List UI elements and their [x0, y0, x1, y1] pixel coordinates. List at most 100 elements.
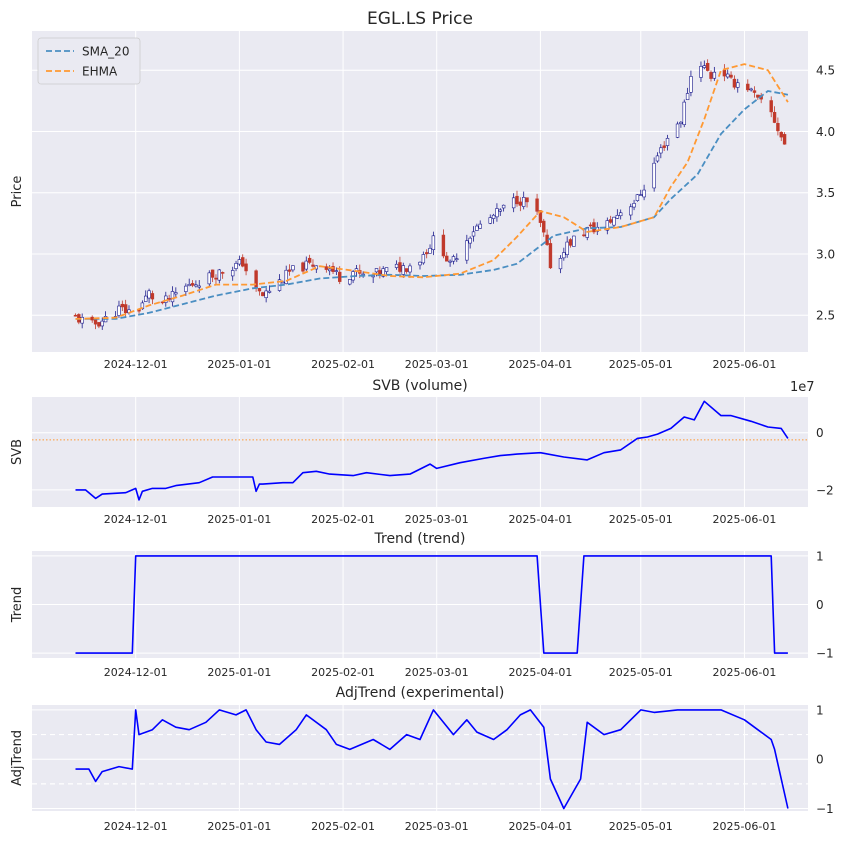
candle-up	[726, 73, 730, 78]
candle-down	[729, 74, 733, 78]
x-tick-label: 2024-12-01	[104, 358, 168, 371]
svb-panel: 2024-12-01 2025-01-01 2025-02-01 2025-03-01…	[10, 378, 834, 526]
candle-up	[699, 66, 703, 78]
candle-down	[220, 272, 225, 274]
candle-down	[662, 145, 666, 148]
candle-down	[525, 197, 529, 203]
candle-up	[665, 138, 670, 146]
candle-up	[421, 254, 426, 264]
candle-up	[384, 267, 389, 272]
candle-up	[170, 291, 175, 303]
trend-panel: 2024-12-01 2025-01-01 2025-02-01 2025-03-01…	[10, 531, 834, 679]
candle-down	[120, 303, 125, 308]
series-line	[75, 709, 789, 810]
x-tick-label: 2025-06-01	[712, 513, 776, 526]
candle-down	[782, 134, 787, 145]
x-tick-label: 2025-03-01	[405, 358, 469, 371]
y-tick-label: 4.5	[816, 64, 835, 78]
candle-up	[501, 204, 506, 209]
y-tick-label: 0	[816, 753, 824, 767]
candle-up	[488, 217, 492, 224]
x-tick-label: 2025-06-01	[712, 820, 776, 833]
panel-title: SVB (volume)	[372, 378, 467, 394]
candle-up	[465, 240, 469, 261]
candle-down	[93, 319, 98, 325]
x-tick-label: 2025-06-01	[712, 358, 776, 371]
candle-up	[749, 88, 753, 91]
x-tick-label: 2025-05-01	[609, 666, 673, 679]
candle-down	[73, 314, 78, 317]
x-tick-label: 2025-02-01	[311, 666, 375, 679]
candle-down	[779, 131, 783, 138]
candle-up	[284, 269, 288, 284]
candle-up	[117, 305, 121, 316]
candle-up	[495, 208, 499, 218]
candle-down	[398, 262, 402, 272]
candle-down	[287, 269, 292, 272]
axis-multiplier: 1e7	[790, 380, 815, 395]
candle-down	[746, 83, 750, 91]
candle-up	[642, 189, 646, 198]
candle-down	[257, 288, 262, 292]
candle-down	[608, 219, 613, 223]
x-tick-label: 2024-12-01	[104, 820, 168, 833]
series-line-sma-20	[75, 90, 789, 320]
candle-down	[535, 198, 539, 212]
candle-up	[267, 290, 272, 293]
candle-down	[445, 255, 449, 262]
x-tick-label: 2025-02-01	[311, 513, 375, 526]
y-tick-label: 1	[816, 703, 824, 717]
candle-down	[772, 112, 777, 123]
x-tick-label: 2025-04-01	[508, 666, 572, 679]
panel-title: EGL.LS Price	[367, 9, 473, 29]
candle-down	[424, 252, 429, 255]
candle-down	[722, 69, 727, 77]
candle-down	[214, 277, 218, 280]
y-tick-label: 3.0	[816, 247, 835, 261]
candle-up	[652, 162, 656, 189]
candle-up	[184, 285, 188, 292]
candle-down	[338, 271, 342, 282]
candle-up	[237, 259, 242, 265]
x-tick-label: 2025-04-01	[508, 358, 572, 371]
candle-down	[160, 301, 165, 304]
legend-label: EHMA	[82, 65, 118, 79]
panel-title: Trend (trend)	[374, 531, 466, 547]
x-tick-label: 2024-12-01	[104, 513, 168, 526]
candle-down	[752, 90, 757, 93]
candle-up	[558, 258, 563, 270]
candle-up	[475, 225, 479, 231]
y-tick-label: 2.5	[816, 309, 835, 323]
price-panel: 2024-12-01 2025-01-01 2025-02-01 2025-03-01…	[10, 9, 835, 371]
series-line	[75, 555, 788, 654]
candle-up	[655, 155, 660, 162]
y-tick-label: 3.5	[816, 186, 835, 200]
x-tick-label: 2025-05-01	[609, 358, 673, 371]
x-tick-label: 2025-02-01	[311, 820, 375, 833]
candle-up	[394, 263, 399, 268]
candle-down	[307, 257, 312, 263]
candle-up	[478, 223, 482, 229]
candle-up	[618, 212, 623, 217]
candle-up	[207, 272, 211, 285]
candle-up	[689, 76, 693, 93]
x-tick-label: 2025-02-01	[311, 358, 375, 371]
candle-down	[776, 122, 780, 132]
candle-down	[769, 100, 773, 113]
candle-up	[629, 206, 633, 216]
candle-down	[518, 201, 523, 206]
candle-up	[679, 121, 683, 124]
candle-up	[675, 123, 680, 138]
candle-up	[498, 209, 502, 212]
plot-area	[32, 705, 808, 811]
candle-up	[451, 256, 456, 262]
candle-down	[210, 269, 215, 278]
candle-up	[455, 258, 459, 261]
candle-down	[97, 322, 101, 327]
candle-down	[261, 292, 265, 297]
candle-down	[756, 94, 760, 98]
candle-up	[374, 268, 379, 273]
candle-up	[685, 93, 690, 101]
candle-up	[595, 226, 599, 232]
candle-up	[615, 214, 620, 219]
